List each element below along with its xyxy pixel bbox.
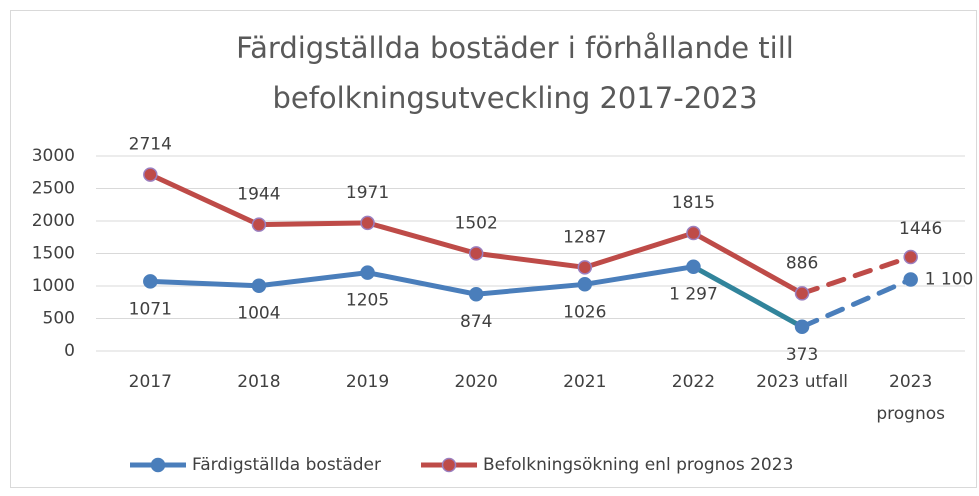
marker xyxy=(468,246,484,261)
data-label: 1971 xyxy=(346,183,389,203)
marker xyxy=(251,217,267,232)
data-label: 1815 xyxy=(672,193,715,213)
marker xyxy=(794,319,810,335)
y-tick-label: 3000 xyxy=(32,146,75,166)
x-tick-label: 2019 xyxy=(346,372,389,392)
line-segment xyxy=(799,277,914,330)
line-segment xyxy=(690,264,805,330)
data-label: 1502 xyxy=(455,213,498,233)
legend-marker xyxy=(150,457,166,473)
legend-label: Färdigställda bostäder xyxy=(192,455,381,475)
data-label: 373 xyxy=(786,345,818,365)
legend-marker xyxy=(441,457,457,473)
chart-border xyxy=(10,10,977,488)
x-tick-label: 2023 prognos xyxy=(876,372,945,424)
y-tick-label: 1000 xyxy=(32,276,75,296)
data-label: 1026 xyxy=(563,302,606,322)
marker xyxy=(143,274,158,289)
marker xyxy=(360,265,375,280)
chart-subtitle: befolkningsutveckling 2017-2023 xyxy=(272,81,757,115)
chart-title: Färdigställda bostäder i förhållande til… xyxy=(236,31,794,65)
data-label: 1 297 xyxy=(669,285,718,305)
marker xyxy=(577,260,593,275)
marker xyxy=(903,249,918,265)
y-tick-label: 1500 xyxy=(32,244,75,264)
x-tick-label: 2020 xyxy=(455,372,498,392)
line-segment xyxy=(799,254,914,296)
data-label: 1 100 xyxy=(925,270,974,290)
marker xyxy=(577,277,593,292)
x-tick-label: 2017 xyxy=(129,372,172,392)
y-tick-label: 500 xyxy=(43,309,75,329)
x-tick-label: 2018 xyxy=(237,372,280,392)
data-label: 1944 xyxy=(237,185,280,205)
data-label: 1205 xyxy=(346,291,389,311)
marker xyxy=(251,278,267,293)
marker xyxy=(143,167,158,182)
marker xyxy=(468,286,484,302)
x-tick-label: 2021 xyxy=(563,372,606,392)
data-label: 1004 xyxy=(237,304,280,324)
data-label: 1287 xyxy=(563,227,606,247)
marker xyxy=(360,215,375,231)
y-tick-label: 0 xyxy=(64,341,75,361)
data-label: 886 xyxy=(786,253,818,273)
y-tick-label: 2500 xyxy=(32,179,75,199)
legend-label: Befolkningsökning enl prognos 2023 xyxy=(483,455,793,475)
x-tick-label: 2022 xyxy=(672,372,715,392)
marker xyxy=(686,259,701,274)
data-label: 1071 xyxy=(129,299,172,319)
marker xyxy=(903,272,918,287)
data-label: 874 xyxy=(460,312,492,332)
x-tick-label: 2023 utfall xyxy=(756,372,848,392)
marker xyxy=(794,286,810,301)
y-tick-label: 2000 xyxy=(32,211,75,231)
line-segment xyxy=(147,264,696,297)
marker xyxy=(686,225,701,241)
data-label: 1446 xyxy=(899,219,942,239)
data-label: 2714 xyxy=(129,135,172,155)
